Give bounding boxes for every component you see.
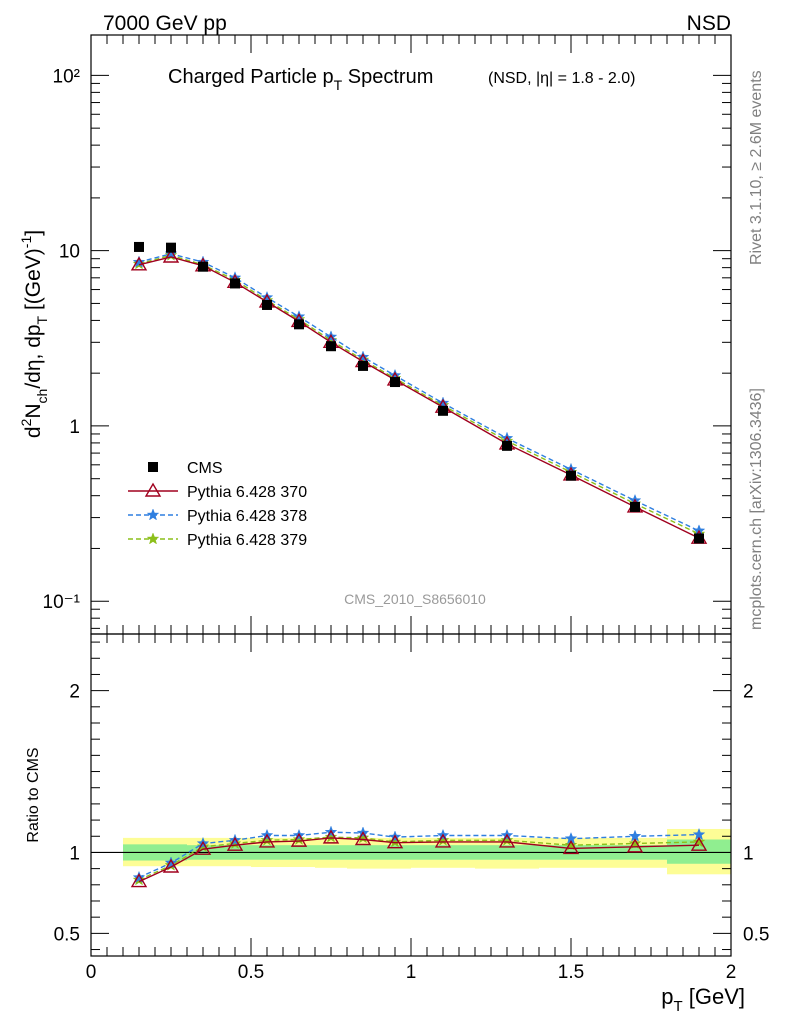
- legend-marker: [144, 482, 162, 497]
- ratio-point: [356, 831, 370, 844]
- ratio-point: [436, 833, 450, 846]
- ratio-line: [138, 837, 700, 883]
- legend: CMS Pythia 6.428 370 Pythia 6.428 378 Pythi…: [128, 460, 307, 549]
- legend-item: CMS: [148, 460, 223, 477]
- data-point: [166, 242, 176, 253]
- ratio-point: [354, 831, 372, 846]
- legend-item: Pythia 6.428 378: [128, 508, 307, 525]
- data-point: [358, 360, 368, 371]
- chart-title: Charged Particle pT Spectrum: [168, 66, 433, 93]
- ratio-uncertainty-bands: [91, 828, 731, 875]
- ratio-ylabel: Ratio to CMS: [25, 747, 42, 842]
- ratio-point: [324, 830, 338, 843]
- ratio-point: [226, 836, 244, 851]
- ratio-point: [562, 840, 580, 855]
- y-tick-label: 10: [59, 242, 80, 263]
- ratio-point: [290, 832, 308, 847]
- ratio-point: [164, 856, 178, 869]
- ratio-point: [292, 832, 306, 845]
- data-point: [162, 248, 180, 263]
- ratio-line: [138, 836, 700, 881]
- ratio-point: [434, 833, 452, 848]
- data-point: [294, 319, 304, 330]
- data-point: [198, 261, 208, 272]
- x-axis-label: pT [GeV]: [661, 984, 745, 1015]
- data-point: [326, 341, 336, 352]
- legend-item: Pythia 6.428 370: [128, 482, 307, 501]
- legend-label: Pythia 6.428 378: [187, 508, 307, 525]
- ratio-point: [386, 834, 404, 849]
- ratio-series-pythia-6-428-370: [130, 829, 708, 888]
- mcplots-label: mcplots.cern.ch [arXiv:1306.3436]: [748, 388, 765, 630]
- data-point: [438, 405, 448, 416]
- ratio-point: [322, 829, 340, 844]
- analysis-watermark: CMS_2010_S8656010: [344, 591, 486, 607]
- main-axis-ticks: 10⁻¹ 1 10 10²: [43, 35, 732, 634]
- ratio-point: [228, 833, 242, 846]
- ratio-panel-frame: [90, 633, 732, 957]
- ratio-point: [132, 870, 146, 883]
- y-tick-label-right: 1: [743, 843, 754, 864]
- ratio-point: [690, 836, 708, 851]
- series-line: [138, 253, 700, 532]
- svg-text:d2Nch/dη, dpT [(GeV)-1]: d2Nch/dη, dpT [(GeV)-1]: [18, 230, 50, 438]
- x-tick-label: 1: [406, 962, 417, 983]
- ratio-point: [162, 858, 180, 873]
- ratio-point: [258, 833, 276, 848]
- y-tick-label-right: 2: [743, 682, 754, 703]
- data-point: [390, 377, 400, 388]
- data-point: [356, 350, 370, 363]
- y-tick-label: 10²: [53, 66, 80, 87]
- y-tick-label: 1: [69, 843, 80, 864]
- main-ylabel: d2Nch/dη, dpT [(GeV)-1]: [18, 230, 50, 438]
- x-tick-label: 0: [86, 962, 97, 983]
- chart-title-extra: (NSD, |η| = 1.8 - 2.0): [488, 70, 635, 87]
- legend-marker: [146, 508, 160, 521]
- ratio-series-layer: [130, 825, 708, 888]
- legend-label: Pythia 6.428 370: [187, 484, 307, 501]
- data-point: [630, 501, 640, 512]
- data-point: [292, 309, 306, 323]
- ratio-point: [626, 838, 644, 853]
- ratio-point: [260, 833, 274, 846]
- y-tick-label-right: 0.5: [743, 924, 769, 945]
- ratio-point: [498, 833, 516, 848]
- x-tick-label: 0.5: [238, 962, 264, 983]
- data-point: [566, 470, 576, 481]
- data-point: [262, 299, 272, 310]
- y-tick-label: 10⁻¹: [43, 592, 81, 613]
- x-tick-label: 2: [726, 962, 737, 983]
- ratio-axis-ticks: 0 0.5 1 1.5 2 0.5 0.5 1 1 2 2: [54, 634, 769, 983]
- series-cms: [134, 241, 704, 544]
- legend-label: Pythia 6.428 379: [187, 532, 307, 549]
- data-point: [436, 396, 450, 409]
- y-tick-label: 1: [69, 417, 80, 438]
- header-right: NSD: [687, 12, 731, 35]
- ratio-series-pythia-6-428-379: [132, 830, 706, 886]
- legend-marker: [148, 462, 158, 472]
- ratio-line: [138, 831, 700, 879]
- data-point: [130, 256, 148, 271]
- ratio-point: [194, 840, 212, 855]
- ratio-point: [130, 873, 148, 888]
- data-point: [694, 533, 704, 544]
- main-series-layer: [130, 241, 708, 544]
- x-tick-label: 1.5: [558, 962, 584, 983]
- data-point: [230, 278, 240, 289]
- legend-label: CMS: [187, 460, 223, 477]
- rivet-label: Rivet 3.1.10, ≥ 2.6M events: [748, 70, 765, 265]
- header-left: 7000 GeV pp: [103, 12, 227, 35]
- ratio-point: [500, 833, 514, 846]
- ratio-point: [692, 835, 706, 848]
- ratio-point: [388, 835, 402, 848]
- y-tick-label: 2: [69, 682, 80, 703]
- y-tick-label: 0.5: [54, 924, 80, 945]
- data-point: [502, 440, 512, 451]
- legend-marker: [146, 532, 160, 545]
- legend-item: Pythia 6.428 379: [128, 532, 307, 549]
- series-pythia-6-428-378: [132, 247, 706, 537]
- data-point: [134, 241, 144, 252]
